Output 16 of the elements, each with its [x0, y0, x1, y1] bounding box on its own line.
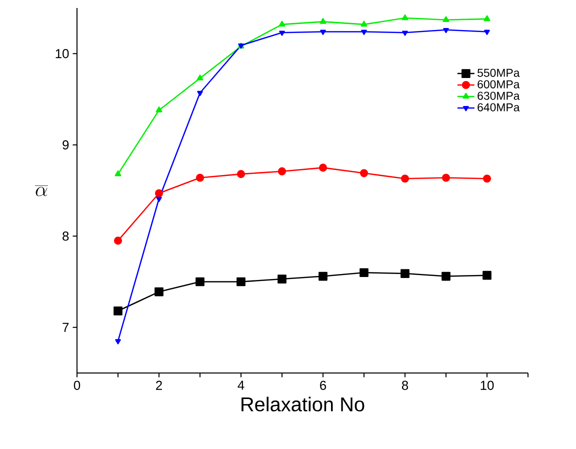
legend-label: 550MPa — [478, 68, 520, 77]
legend-label: 600MPa — [478, 80, 520, 88]
x-tick-label: 0 — [74, 380, 80, 390]
y-tick-label: 7 — [62, 322, 69, 332]
x-tick-label: 8 — [402, 380, 408, 390]
y-axis-title: $\overline{\alpha}$ — [34, 186, 48, 196]
legend-label: 640MPa — [478, 103, 520, 112]
legend-label: 630MPa — [478, 92, 520, 100]
x-tick-label: 4 — [238, 380, 244, 390]
x-axis-title: Relaxation No — [242, 396, 364, 412]
y-tick-label: 10 — [56, 49, 69, 58]
y-tick-label: 8 — [62, 232, 69, 241]
y-tick-label: 9 — [62, 140, 69, 150]
x-tick-label: 2 — [156, 380, 162, 390]
x-tick-label: 6 — [320, 380, 326, 390]
x-tick-label: 10 — [480, 380, 494, 390]
